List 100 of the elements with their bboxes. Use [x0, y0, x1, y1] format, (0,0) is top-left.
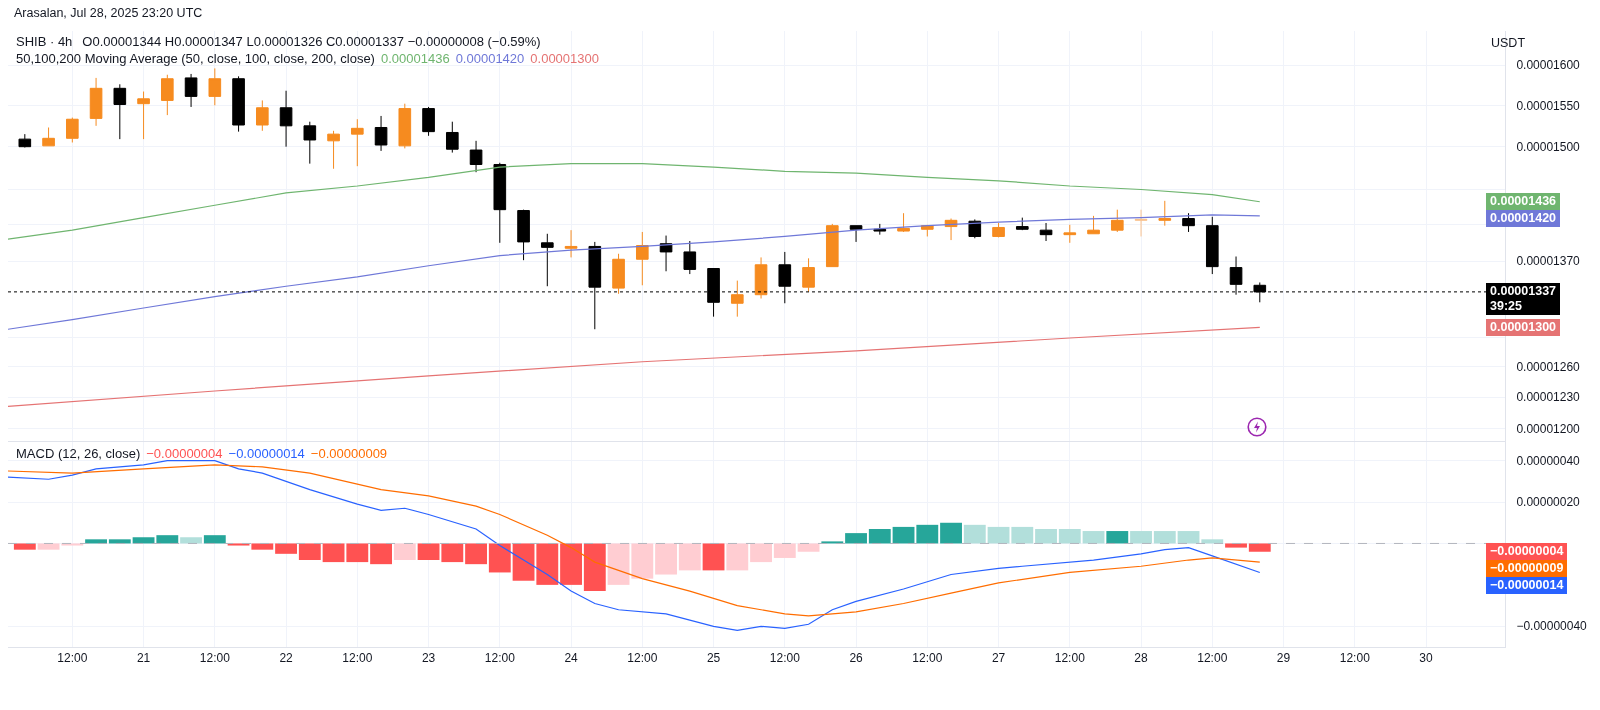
y-tick-label: 0.00001260 — [1516, 359, 1581, 374]
x-tick-label: 23 — [421, 651, 436, 666]
x-tick-label: 12:00 — [1197, 651, 1228, 666]
bar — [940, 522, 962, 544]
candlestick — [1182, 212, 1195, 233]
annotation: −0.00000009 — [310, 446, 388, 461]
candlestick — [113, 83, 127, 140]
line-series — [8, 163, 1261, 240]
candlestick — [422, 106, 435, 137]
candlestick — [256, 99, 269, 132]
y-tick-label: −0.00000040 — [1516, 619, 1588, 634]
bar — [1130, 531, 1152, 544]
bar — [441, 543, 464, 563]
bar — [963, 524, 986, 544]
bar — [607, 543, 630, 585]
y-tick-label: 0.00000020 — [1516, 495, 1581, 510]
x-tick-label: 12:00 — [627, 651, 658, 666]
candlestick — [683, 240, 697, 275]
chart-subtitle: O0.00001344 H0.00001347 L0.00001326 C0.00001337 −0.00000008 (−0.59%) — [82, 34, 541, 49]
annotation: 50,100,200 Moving Average (50, close, 100, close, 200, close) — [16, 51, 375, 66]
x-tick-label: 12:00 — [199, 651, 231, 666]
x-tick-label: 28 — [1134, 651, 1149, 666]
bar — [916, 524, 939, 544]
line-series — [8, 214, 1261, 330]
x-tick-label: 12:00 — [57, 651, 88, 666]
candlestick — [161, 74, 174, 116]
bar — [1106, 531, 1129, 544]
bar — [275, 543, 297, 554]
bar — [180, 537, 202, 544]
annotation: USDT — [1490, 35, 1527, 52]
x-tick-label: 25 — [706, 651, 721, 666]
bar — [1177, 531, 1200, 544]
bar — [488, 543, 511, 573]
candlestick — [303, 121, 317, 165]
candlestick — [1087, 215, 1100, 235]
y-tick-label: 0.00001370 — [1516, 254, 1581, 269]
bar — [678, 543, 701, 571]
bar — [1225, 543, 1247, 548]
candlestick — [517, 209, 530, 261]
bar — [322, 543, 345, 563]
bar — [465, 543, 487, 565]
bar — [1011, 526, 1034, 544]
y-tick-label: 0.00001550 — [1516, 98, 1581, 113]
x-tick-label: 29 — [1276, 651, 1291, 666]
bar — [773, 543, 796, 558]
line-series — [8, 326, 1261, 408]
x-tick-label: 12:00 — [484, 651, 516, 666]
bar — [987, 526, 1010, 544]
candlestick — [1134, 209, 1148, 237]
candlestick — [279, 90, 293, 148]
bar — [132, 537, 155, 544]
candlestick — [1110, 209, 1124, 233]
bar — [726, 543, 749, 571]
bar — [1082, 531, 1105, 544]
candlestick — [1158, 200, 1172, 227]
bar — [346, 543, 369, 563]
bar — [631, 543, 654, 579]
bar — [393, 543, 416, 561]
bar — [370, 543, 392, 565]
bar — [13, 543, 36, 550]
y-tick-label: 0.00001200 — [1516, 421, 1581, 436]
x-tick-label: 12:00 — [1339, 651, 1371, 666]
bar — [797, 543, 820, 552]
x-tick-label: 12:00 — [342, 651, 373, 666]
candlestick — [825, 223, 839, 268]
text: Arasalan, Jul 28, 2025 23:20 UTC — [14, 6, 203, 20]
candlestick — [493, 162, 507, 244]
bar — [1153, 531, 1176, 544]
text: 0.00001300 — [1490, 319, 1557, 334]
y-tick-label: 0.00000040 — [1516, 453, 1581, 468]
bar — [512, 543, 535, 581]
candlestick — [18, 133, 32, 149]
candlestick — [208, 67, 222, 106]
bar — [536, 543, 559, 585]
bar — [298, 543, 321, 561]
bar — [108, 539, 131, 544]
text: −0.00000004 — [1490, 544, 1564, 559]
bar — [560, 543, 582, 585]
text: −0.00000009 — [1490, 561, 1564, 576]
candlestick — [66, 117, 79, 143]
candlestick — [232, 75, 245, 133]
candlestick — [445, 121, 459, 154]
annotation: 0.00001436 — [380, 51, 450, 66]
x-tick-label: 12:00 — [769, 651, 801, 666]
annotation: 0.00001420 — [455, 51, 525, 66]
bar — [892, 526, 915, 544]
candlestick — [327, 130, 340, 170]
candlestick — [1063, 224, 1077, 244]
text: 0.00001420 — [1490, 211, 1557, 226]
candlestick — [635, 231, 649, 286]
x-tick-label: 12:00 — [912, 651, 943, 666]
x-tick-label: 30 — [1419, 651, 1434, 666]
x-tick-label: 12:00 — [1054, 651, 1086, 666]
ref-line-label: 0.00001337 39:25 — [1486, 283, 1561, 316]
chart-title: SHIB · 4h — [16, 34, 73, 49]
bar — [251, 543, 274, 550]
bar — [203, 535, 226, 544]
annotation: −0.00000004 — [146, 446, 223, 461]
text: −0.00000014 — [1490, 578, 1564, 593]
candlestick — [612, 253, 625, 295]
